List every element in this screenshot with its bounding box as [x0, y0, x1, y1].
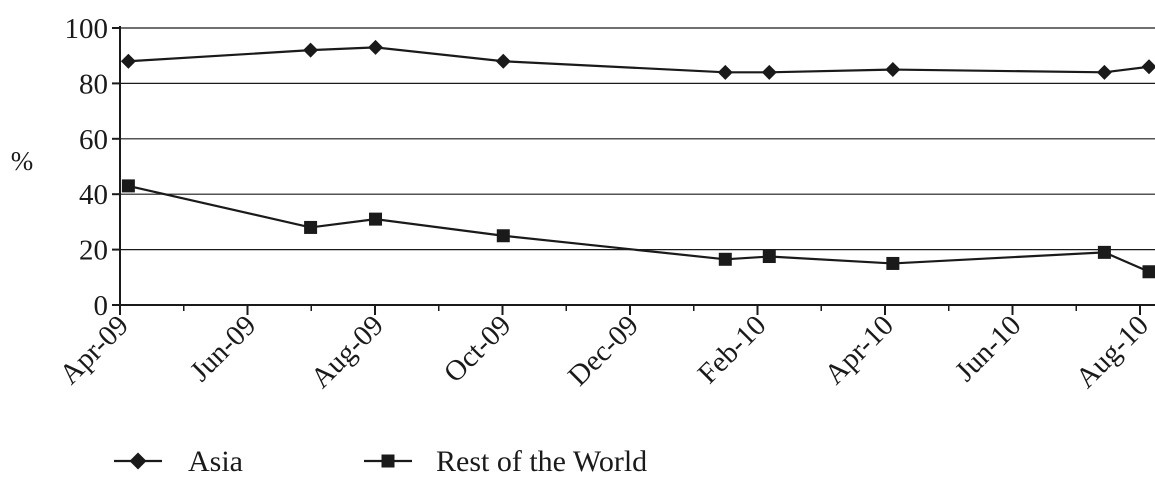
data-point-diamond	[129, 452, 147, 470]
series-layer	[120, 39, 1155, 279]
data-point-diamond	[761, 64, 777, 80]
y-axis-ticks: 0 20 40 60 80 100	[65, 13, 120, 322]
x-tick-label: Jun-10	[949, 309, 1027, 387]
gridlines	[120, 27, 1155, 251]
data-point-square	[304, 220, 318, 234]
x-tick-label: Feb-10	[692, 309, 773, 390]
series-line	[128, 46, 1150, 74]
legend-label: Asia	[188, 445, 243, 478]
x-tick-label: Jun-09	[184, 309, 262, 387]
data-point-diamond	[1141, 59, 1155, 75]
x-tick-label: Apr-10	[818, 309, 899, 390]
data-point-diamond	[368, 39, 384, 55]
data-point-square	[496, 229, 510, 243]
x-axis-ticks: Apr-09 Jun-09 Aug-09 Oct-09 Dec-09 Feb-10 Apr-…	[53, 305, 1155, 395]
legend: Asia Rest of the World	[114, 445, 647, 478]
series-0	[120, 39, 1155, 80]
x-tick-label: Aug-09	[305, 309, 390, 394]
data-point-square	[886, 256, 900, 270]
y-tick-label: 100	[65, 13, 109, 45]
data-point-square	[121, 179, 135, 193]
data-point-square	[1142, 265, 1155, 279]
data-point-square	[369, 212, 383, 226]
data-point-square	[762, 250, 776, 264]
legend-item: Asia	[114, 445, 243, 478]
data-point-diamond	[1096, 64, 1112, 80]
y-tick-label: 60	[79, 124, 108, 156]
data-point-diamond	[885, 62, 901, 78]
data-point-diamond	[120, 53, 136, 69]
x-tick-label: Aug-10	[1070, 309, 1155, 394]
series-line	[128, 184, 1150, 273]
x-tick-label: Dec-09	[562, 309, 645, 392]
y-axis-label: %	[11, 146, 34, 176]
y-tick-label: 80	[79, 68, 108, 100]
legend-label: Rest of the World	[436, 445, 647, 478]
data-point-diamond	[303, 42, 319, 58]
data-point-square	[1097, 245, 1111, 259]
x-tick-label: Oct-09	[438, 309, 518, 389]
legend-item: Rest of the World	[364, 445, 647, 478]
y-tick-label: 40	[79, 179, 108, 211]
y-tick-label: 0	[94, 290, 109, 322]
axes	[119, 26, 1155, 306]
data-point-square	[718, 252, 732, 266]
y-tick-label: 20	[79, 235, 108, 267]
series-1	[121, 179, 1155, 279]
data-point-square	[381, 454, 395, 468]
data-point-diamond	[495, 53, 511, 69]
data-point-diamond	[717, 64, 733, 80]
